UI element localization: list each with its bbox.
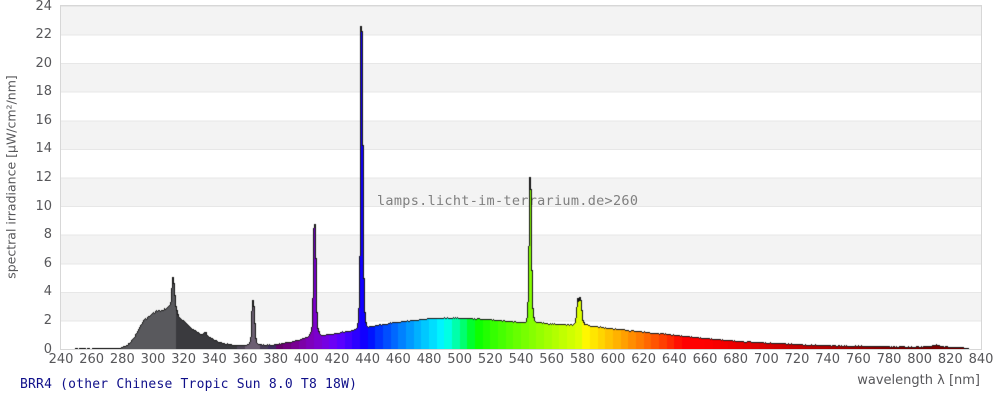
y-tick-label: 2 bbox=[43, 312, 52, 328]
x-tick-label: 700 bbox=[753, 352, 779, 367]
x-tick-label: 440 bbox=[355, 352, 381, 367]
x-tick-label: 780 bbox=[876, 352, 902, 367]
x-tick-label: 600 bbox=[600, 352, 626, 367]
x-tick-label: 740 bbox=[815, 352, 841, 367]
x-tick-label: 720 bbox=[784, 352, 810, 367]
y-tick-label: 0 bbox=[43, 341, 52, 357]
x-tick-label: 300 bbox=[140, 352, 166, 367]
x-tick-label: 460 bbox=[385, 352, 411, 367]
y-tick-label: 6 bbox=[43, 255, 52, 271]
y-tick-label: 8 bbox=[43, 227, 52, 243]
x-tick-label: 840 bbox=[968, 352, 994, 367]
x-tick-label: 620 bbox=[631, 352, 657, 367]
x-tick-label: 240 bbox=[48, 352, 74, 367]
x-tick-label: 400 bbox=[293, 352, 319, 367]
x-tick-label: 580 bbox=[569, 352, 595, 367]
x-tick-label: 360 bbox=[232, 352, 258, 367]
x-tick-label: 820 bbox=[937, 352, 963, 367]
x-tick-label: 500 bbox=[447, 352, 473, 367]
y-tick-label: 12 bbox=[35, 170, 52, 185]
x-tick-label: 560 bbox=[539, 352, 565, 367]
x-axis-title: wavelength λ [nm] bbox=[857, 373, 980, 388]
x-tick-label: 800 bbox=[907, 352, 933, 367]
x-tick-label: 380 bbox=[263, 352, 289, 367]
y-tick-label: 20 bbox=[35, 55, 52, 71]
x-tick-label: 680 bbox=[723, 352, 749, 367]
x-tick-label: 760 bbox=[845, 352, 871, 367]
y-tick-label: 18 bbox=[35, 84, 52, 100]
x-tick-label: 660 bbox=[692, 352, 718, 367]
x-tick-label: 640 bbox=[661, 352, 687, 367]
y-tick-label: 22 bbox=[35, 27, 52, 43]
spectrum-area-series bbox=[61, 6, 981, 349]
x-tick-label: 520 bbox=[477, 352, 503, 367]
x-tick-label: 260 bbox=[79, 352, 105, 367]
x-tick-label: 340 bbox=[201, 352, 227, 367]
x-tick-label: 320 bbox=[171, 352, 197, 367]
x-tick-label: 420 bbox=[324, 352, 350, 367]
x-tick-label: 480 bbox=[416, 352, 442, 367]
chart-title: BRR4 (other Chinese Tropic Sun 8.0 T8 18… bbox=[20, 377, 358, 392]
y-tick-label: 4 bbox=[43, 284, 52, 300]
x-tick-label: 280 bbox=[109, 352, 135, 367]
y-tick-label: 10 bbox=[35, 198, 52, 214]
y-tick-label: 14 bbox=[35, 141, 52, 157]
y-tick-label: 16 bbox=[35, 112, 52, 128]
x-tick-label: 540 bbox=[508, 352, 534, 367]
y-tick-label: 24 bbox=[35, 0, 52, 14]
plot-area: lamps.licht-im-terrarium.de>260 bbox=[60, 5, 982, 350]
